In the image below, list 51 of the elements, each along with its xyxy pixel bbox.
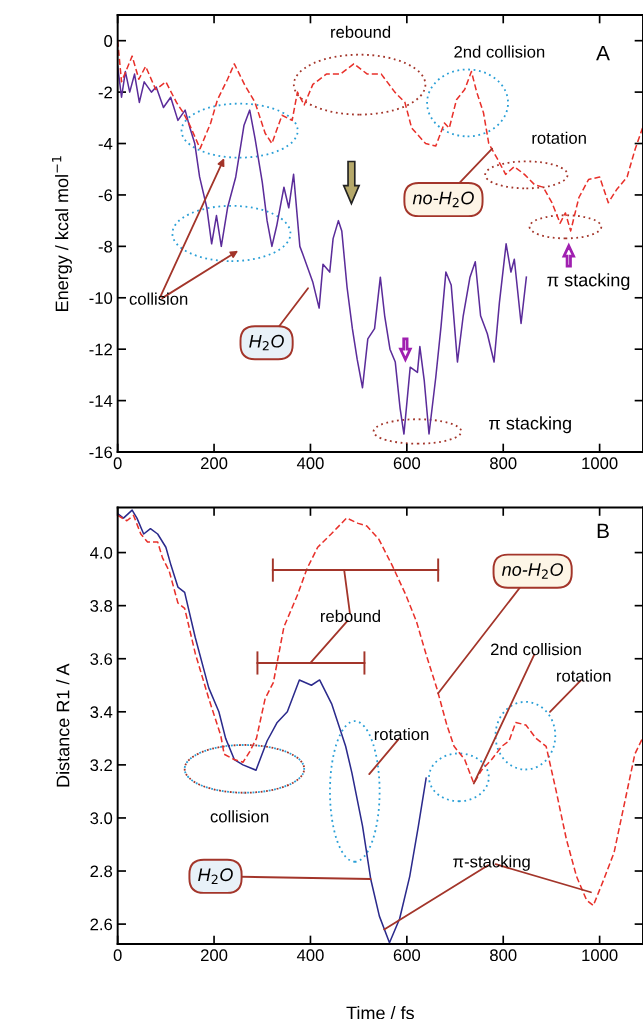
annotation: no-H$_{2}$O (412, 191, 474, 208)
x-tick-label: 200 (201, 457, 228, 470)
y-tick-label: 0 (104, 35, 113, 47)
annotation: collision (210, 810, 269, 823)
annotation: no-H$_{2}$O (501, 563, 564, 579)
y-tick-label: 3.2 (90, 759, 112, 772)
annotation: B (597, 523, 609, 539)
x-tick-label: 600 (393, 457, 421, 470)
y-tick-label: -4 (98, 138, 113, 150)
annotation: collision (129, 292, 188, 305)
x-tick-label: 800 (490, 457, 517, 470)
x-tick-label: 0 (113, 949, 122, 962)
annotation: 2nd collision (454, 45, 545, 58)
y-axis-title: Energy / kcal mol$^{−1}$ (52, 156, 72, 311)
y-tick-label: -10 (89, 292, 113, 304)
y-tick-label: 4.0 (90, 546, 113, 559)
annotation: rotation (557, 669, 611, 682)
y-tick-label: -6 (98, 189, 113, 202)
y-tick-label: 3.0 (90, 812, 113, 825)
y-tick-label: 2.8 (90, 865, 113, 878)
y-tick-label: -12 (89, 343, 112, 356)
x-tick-label: 1000 (582, 457, 618, 470)
annotation: H$_{2}$O (249, 334, 284, 351)
x-tick-label: 600 (393, 949, 421, 962)
y-tick-label: -8 (98, 240, 113, 253)
x-tick-label: 800 (490, 949, 517, 962)
y-tick-label: -2 (98, 86, 112, 99)
y-axis-title: Distance R1 / A (56, 663, 70, 787)
line-series (117, 514, 643, 907)
x-tick-label: 200 (201, 949, 228, 962)
annotation: 2nd collision (490, 643, 581, 656)
annotation: π stacking (489, 416, 571, 434)
x-tick-label: 400 (296, 949, 324, 962)
y-tick-label: -14 (89, 395, 113, 407)
y-tick-label: 3.6 (90, 653, 113, 665)
y-tick-label: 3.4 (90, 706, 113, 718)
annotation: A (596, 45, 610, 61)
annotation: rotation (374, 727, 429, 741)
annotation: H$_{2}$O (198, 868, 233, 884)
annotation: rebound (331, 25, 391, 38)
y-tick-label: 2.6 (90, 918, 113, 931)
y-tick-label: 3.8 (90, 600, 113, 612)
annotation: π stacking (547, 273, 630, 290)
y-tick-label: -16 (89, 446, 113, 459)
x-tick-label: 400 (296, 457, 324, 470)
annotation: rebound (320, 609, 380, 623)
annotation: π-stacking (453, 855, 530, 871)
x-tick-label: 0 (113, 457, 122, 470)
x-axis-title: Time / fs (346, 1006, 414, 1019)
annotation: rotation (532, 131, 586, 144)
x-tick-label: 1000 (582, 949, 618, 962)
